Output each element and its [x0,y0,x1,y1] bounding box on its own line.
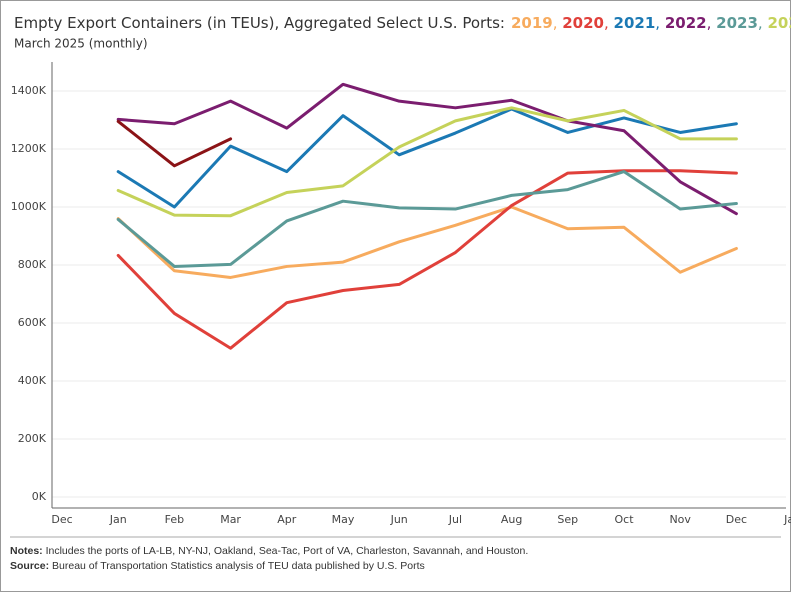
y-tick-label: 0K [32,490,47,503]
y-tick-label: 200K [18,432,47,445]
series-line [116,107,738,209]
title-text: Empty Export Containers (in TEUs), Aggre… [14,14,505,32]
x-tick-label: Dec [726,513,747,526]
legend-entry: 2019 [511,14,553,32]
legend-entry: 2021 [614,14,656,32]
legend-separator: , [758,14,768,32]
series-line [116,119,233,168]
legend-separator: , [604,14,614,32]
series-line [116,169,738,350]
x-tick-label: Aug [501,513,522,526]
notes-text: Includes the ports of LA-LB, NY-NJ, Oakl… [46,545,529,557]
source: Source: Bureau of Transportation Statist… [10,560,425,572]
series-line [116,170,738,268]
x-tick-label: Mar [220,513,241,526]
x-tick-label: Jan [109,513,127,526]
x-tick-label: Dec [51,513,72,526]
x-tick-label: Sep [557,513,578,526]
series-line [116,106,738,218]
y-tick-label: 1200K [11,142,47,155]
x-tick-label: Apr [277,513,297,526]
x-tick-label: Oct [614,513,634,526]
chart-title: Empty Export Containers (in TEUs), Aggre… [14,14,791,32]
legend-entry: 2022 [665,14,707,32]
legend-separator: , [707,14,717,32]
notes-label: Notes: [10,545,43,557]
series-line [116,205,738,279]
source-text: Bureau of Transportation Statistics anal… [52,560,425,572]
x-tick-label: Nov [669,513,691,526]
legend-entry: 2020 [562,14,604,32]
legend-entry: 2024 [767,14,791,32]
x-tick-label: Jan [783,513,791,526]
legend-separator: , [553,14,563,32]
x-tick-label: Feb [165,513,184,526]
y-tick-label: 1400K [11,84,47,97]
legend-separator: , [655,14,665,32]
x-tick-label: Jun [390,513,408,526]
y-tick-label: 600K [18,316,47,329]
legend-entry: 2023 [716,14,758,32]
series-line [116,82,738,216]
subtitle: March 2025 (monthly) [14,37,148,51]
source-label: Source: [10,560,49,572]
y-tick-label: 1000K [11,200,47,213]
x-tick-label: May [332,513,355,526]
notes: Notes: Includes the ports of LA-LB, NY-N… [10,545,528,557]
y-tick-label: 800K [18,258,47,271]
y-tick-label: 400K [18,374,47,387]
x-tick-label: Jul [448,513,462,526]
